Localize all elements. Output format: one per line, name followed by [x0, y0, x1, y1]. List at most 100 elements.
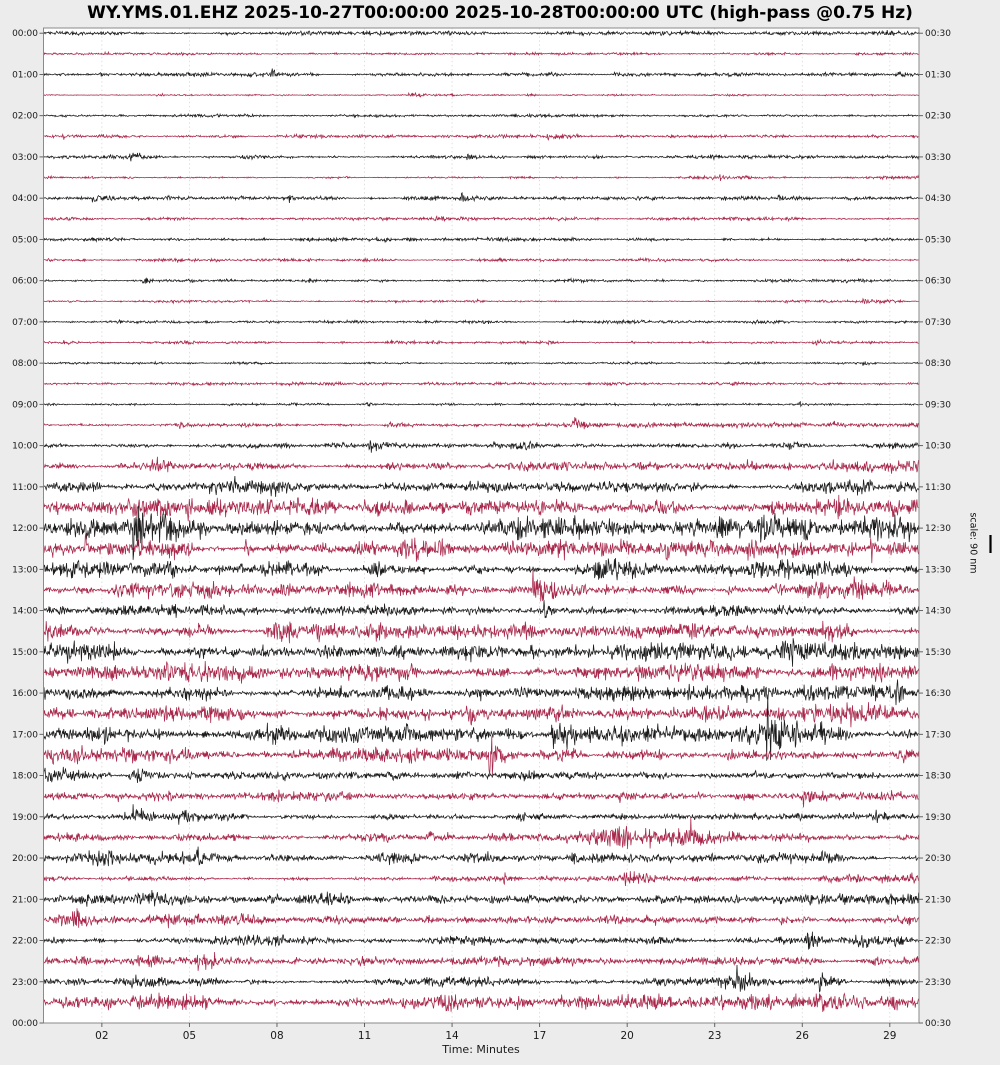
x-tick-label: 29	[883, 1030, 896, 1042]
hour-label-right: 18:30	[925, 772, 951, 782]
hour-label-left: 23:00	[12, 978, 38, 988]
trace-row-0930	[43, 417, 919, 430]
trace-row-1830	[43, 789, 919, 808]
trace-row-1200	[43, 505, 919, 560]
hour-label-left: 04:00	[12, 194, 38, 204]
hour-label-left: 20:00	[12, 854, 38, 864]
hour-label-left: 12:00	[12, 524, 38, 534]
trace-row-0130	[43, 91, 919, 98]
hour-label-right: 15:30	[925, 648, 951, 658]
x-tick-label: 08	[270, 1030, 283, 1042]
trace-row-0700	[43, 318, 919, 325]
hour-label-right: 00:30	[925, 1019, 951, 1029]
trace-row-0230	[43, 132, 919, 141]
x-tick-label: 14	[445, 1030, 459, 1042]
trace-row-0300	[43, 152, 919, 162]
trace-row-0830	[43, 380, 919, 387]
hour-label-left: 03:00	[12, 153, 38, 163]
hour-label-left: 00:00	[12, 1019, 38, 1029]
hour-label-right: 04:30	[925, 194, 951, 204]
hour-label-right: 10:30	[925, 442, 951, 452]
hour-label-right: 14:30	[925, 607, 951, 617]
trace-row-1330	[43, 570, 919, 602]
trace-group	[43, 29, 919, 1012]
trace-row-1630	[43, 702, 919, 728]
trace-row-0200	[43, 112, 919, 119]
trace-row-1900	[43, 804, 919, 825]
hour-label-left: 09:00	[12, 400, 38, 410]
hour-label-right: 06:30	[925, 277, 951, 287]
trace-row-2200	[43, 931, 919, 950]
hour-label-left: 10:00	[12, 442, 38, 452]
trace-row-0500	[43, 235, 919, 244]
trace-row-2130	[43, 908, 919, 929]
trace-row-2330	[43, 992, 919, 1012]
hour-label-left: 15:00	[12, 648, 38, 658]
hour-label-right: 22:30	[925, 937, 951, 947]
x-axis-label: Time: Minutes	[442, 1043, 520, 1056]
trace-row-0000	[43, 29, 919, 37]
trace-row-0600	[43, 277, 919, 284]
trace-row-1530	[43, 660, 919, 684]
trace-row-0330	[43, 174, 919, 182]
trace-row-1430	[43, 620, 919, 644]
hour-label-right: 17:30	[925, 730, 951, 740]
trace-row-0730	[43, 338, 919, 346]
hour-label-right: 19:30	[925, 813, 951, 823]
hour-label-left: 18:00	[12, 772, 38, 782]
hour-label-left: 21:00	[12, 895, 38, 905]
x-tick-label: 23	[708, 1030, 721, 1042]
hour-label-right: 02:30	[925, 112, 951, 122]
trace-row-0530	[43, 256, 919, 263]
hour-label-right: 01:30	[925, 70, 951, 80]
hour-label-left: 17:00	[12, 730, 38, 740]
hour-label-right: 08:30	[925, 359, 951, 369]
hour-label-right: 16:30	[925, 689, 951, 699]
trace-row-2300	[43, 964, 919, 993]
x-tick-label: 26	[796, 1030, 810, 1042]
trace-row-0900	[43, 400, 919, 408]
hour-label-right: 00:30	[925, 29, 951, 39]
scale-label: scale: 90 nm	[967, 512, 979, 574]
trace-row-1030	[43, 456, 919, 474]
hour-label-right: 05:30	[925, 235, 951, 245]
hour-label-right: 11:30	[925, 483, 951, 493]
hour-label-left: 16:00	[12, 689, 38, 699]
page-title: WY.YMS.01.EHZ 2025-10-27T00:00:00 2025-1…	[87, 3, 913, 23]
hour-label-left: 19:00	[12, 813, 38, 823]
hour-label-right: 09:30	[925, 400, 951, 410]
trace-row-1730	[43, 736, 919, 776]
x-tick-label: 11	[358, 1030, 371, 1042]
plot-border	[43, 27, 920, 1024]
hour-label-left: 11:00	[12, 483, 38, 493]
trace-row-2100	[43, 889, 919, 907]
hour-label-right: 13:30	[925, 565, 951, 575]
hour-label-left: 14:00	[12, 607, 38, 617]
trace-row-1300	[43, 557, 919, 581]
hour-label-left: 22:00	[12, 937, 38, 947]
hour-label-right: 23:30	[925, 978, 951, 988]
trace-row-1700	[43, 694, 919, 761]
hour-label-left: 06:00	[12, 277, 38, 287]
hour-label-left: 05:00	[12, 235, 38, 245]
hour-label-left: 08:00	[12, 359, 38, 369]
x-tick-label: 17	[533, 1030, 546, 1042]
trace-row-1230	[43, 533, 919, 564]
hour-label-right: 03:30	[925, 153, 951, 163]
trace-row-0800	[43, 360, 919, 366]
hour-label-left: 13:00	[12, 565, 38, 575]
hour-label-left: 07:00	[12, 318, 38, 328]
x-tick-label: 20	[620, 1030, 633, 1042]
hour-label-right: 21:30	[925, 895, 951, 905]
trace-row-1600	[43, 679, 919, 706]
x-tick-label: 02	[95, 1030, 108, 1042]
trace-row-0030	[43, 50, 919, 57]
trace-row-1100	[43, 476, 919, 497]
trace-row-0630	[43, 297, 919, 305]
x-tick-label: 05	[183, 1030, 196, 1042]
trace-row-1400	[43, 599, 919, 619]
trace-row-1930	[43, 817, 919, 849]
hour-label-right: 07:30	[925, 318, 951, 328]
